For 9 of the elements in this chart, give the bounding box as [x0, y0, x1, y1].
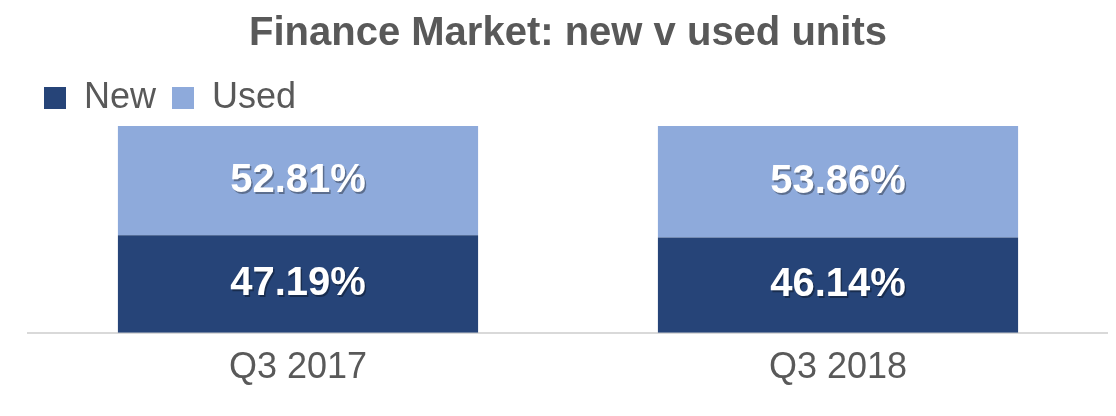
legend-label: Used — [212, 74, 297, 116]
data-label: 52.81% — [230, 155, 366, 200]
data-label: 53.86% — [770, 156, 906, 201]
legend-label: New — [84, 74, 158, 116]
data-label: 46.14% — [770, 260, 906, 305]
data-label: 47.19% — [230, 259, 366, 304]
x-tick-label: Q3 2018 — [768, 345, 908, 387]
chart-title: Finance Market: new v used units — [249, 9, 887, 54]
x-tick-label: Q3 2017 — [228, 345, 368, 387]
